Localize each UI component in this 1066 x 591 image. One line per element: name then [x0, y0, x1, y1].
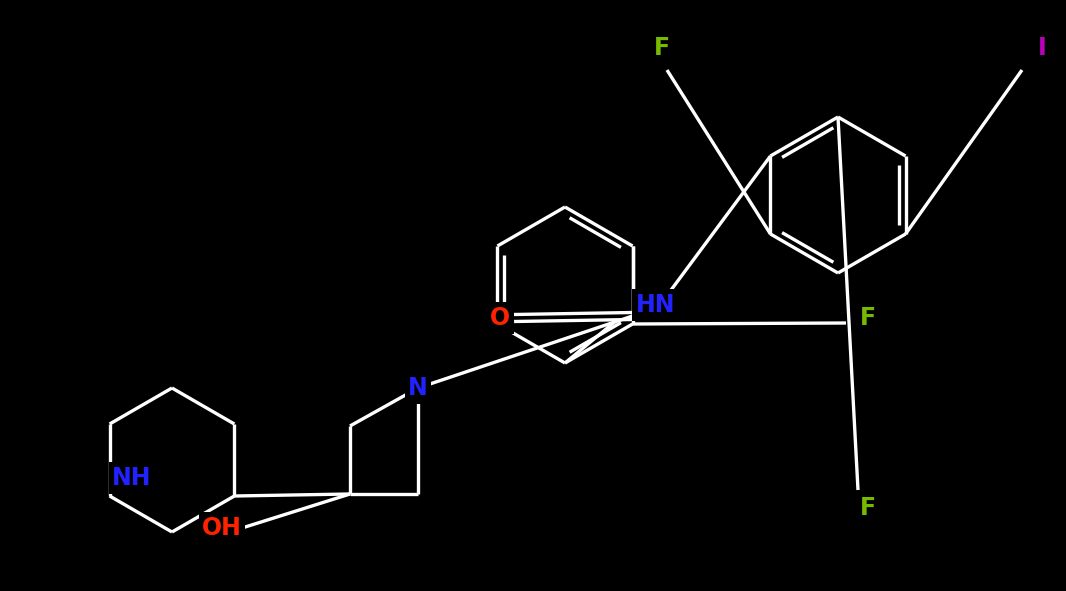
- Text: N: N: [408, 376, 427, 400]
- Text: HN: HN: [636, 293, 676, 317]
- Text: F: F: [860, 306, 876, 330]
- Text: F: F: [860, 496, 876, 520]
- Text: F: F: [653, 36, 671, 60]
- Text: NH: NH: [112, 466, 151, 490]
- Text: O: O: [490, 306, 510, 330]
- Text: I: I: [1037, 36, 1047, 60]
- Text: OH: OH: [203, 516, 242, 540]
